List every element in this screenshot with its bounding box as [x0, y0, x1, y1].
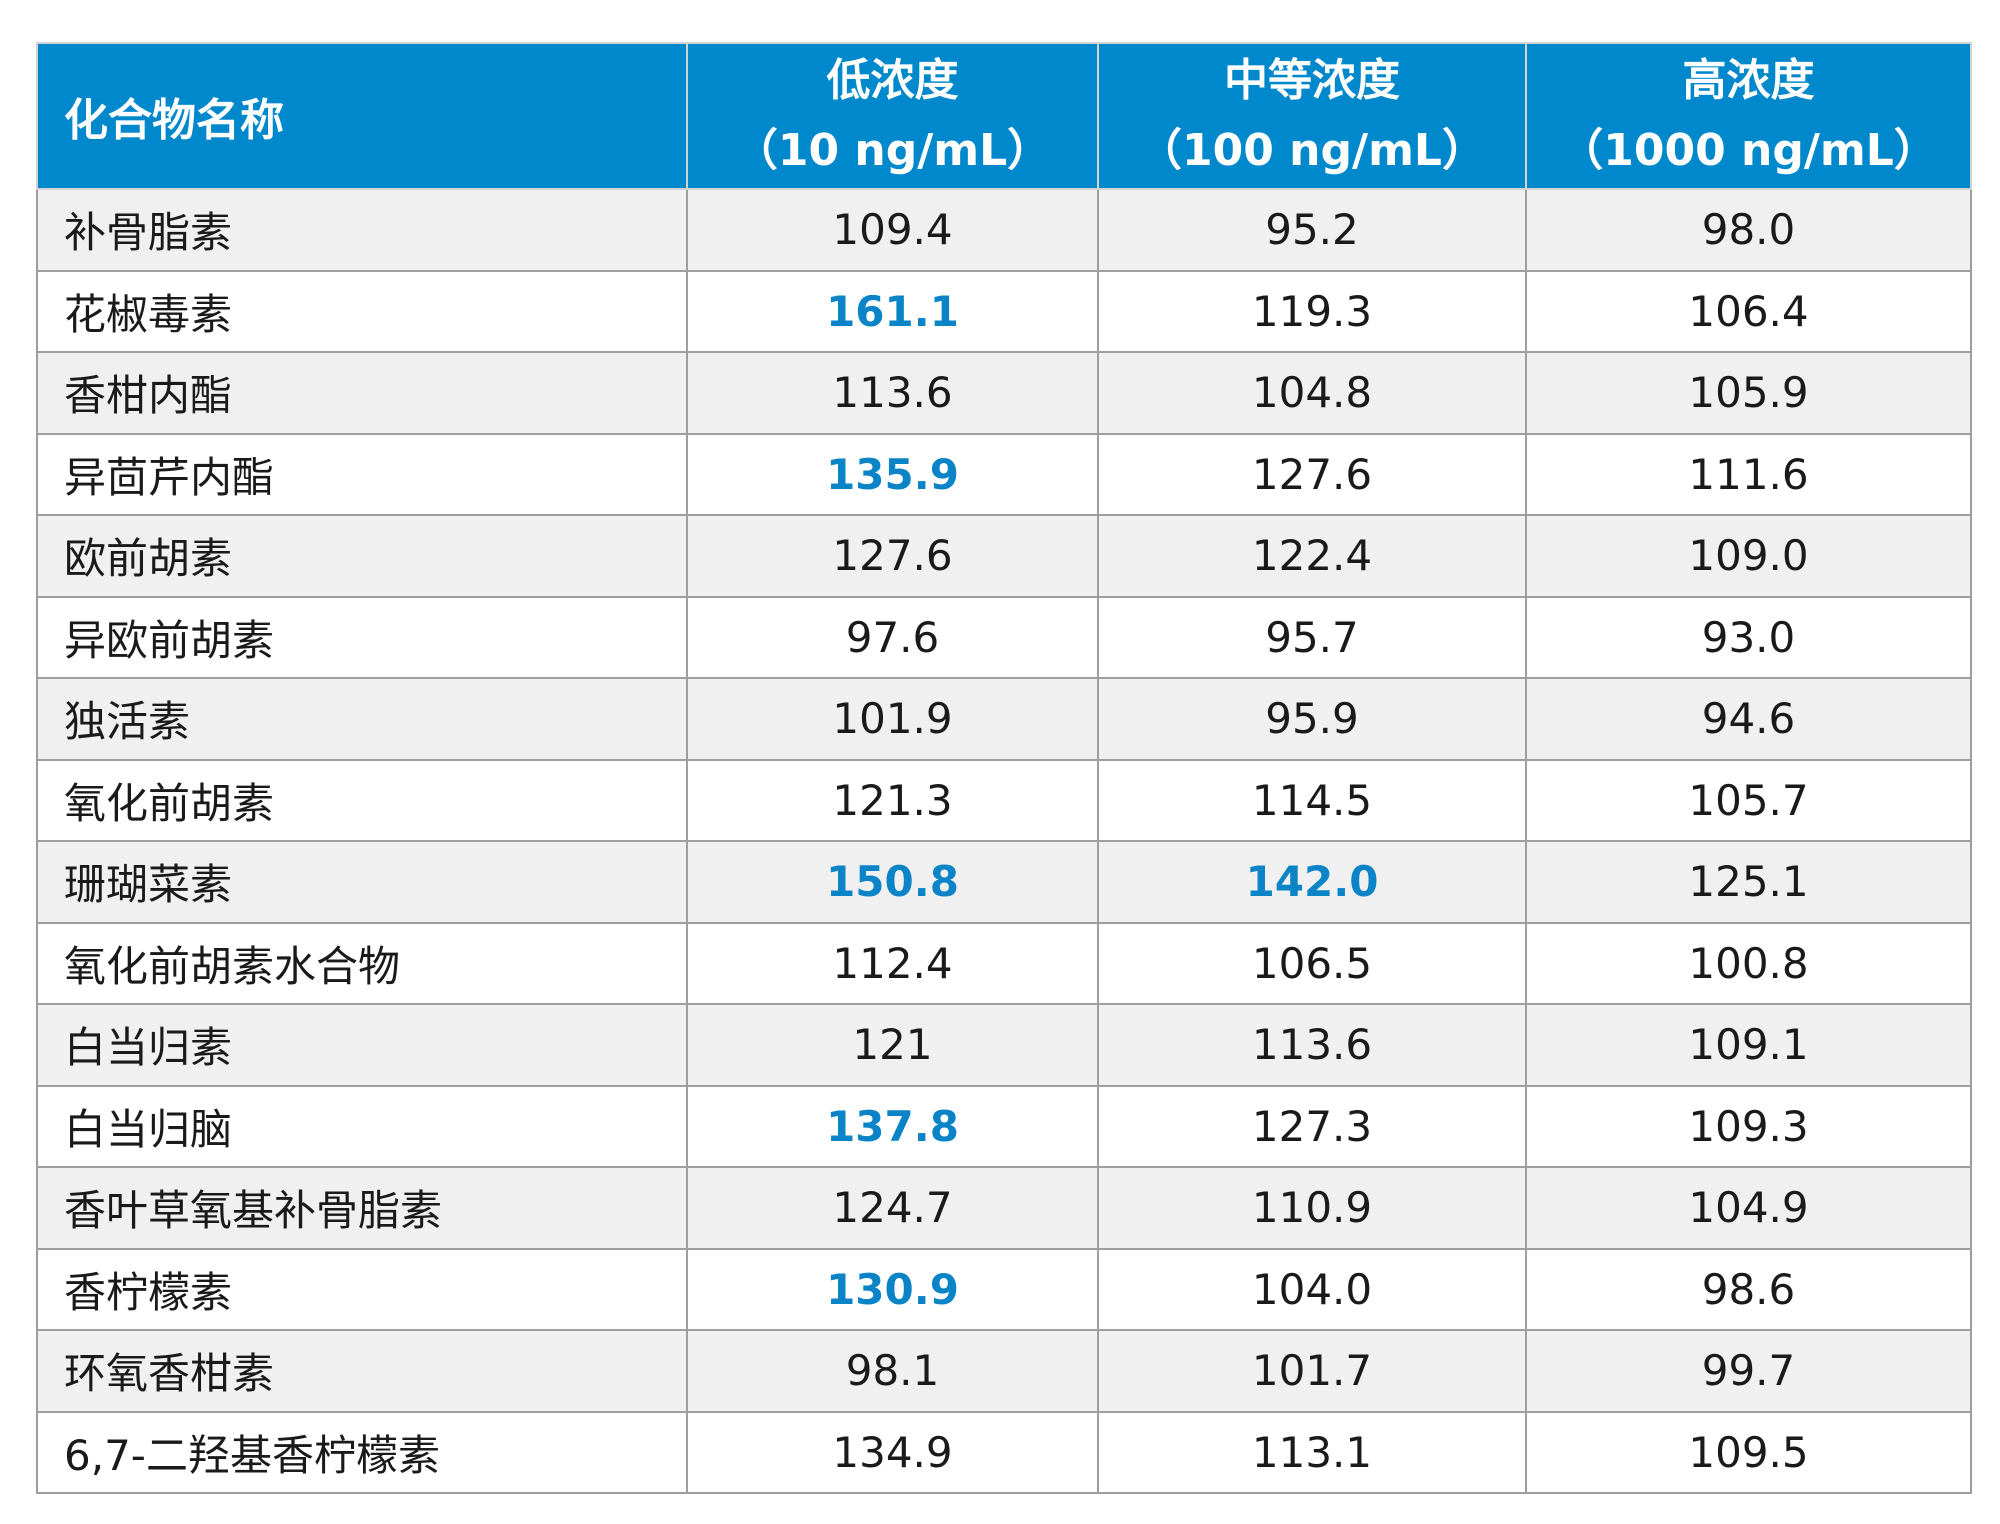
mid-concentration-value: 127.3: [1097, 1084, 1527, 1168]
table-row: 欧前胡素 127.6 122.4 109.0: [36, 514, 1972, 598]
high-concentration-value: 93.0: [1525, 595, 1972, 679]
high-concentration-value: 111.6: [1525, 432, 1972, 516]
compound-name-cell: 欧前胡素: [36, 514, 688, 598]
low-concentration-value: 135.9: [686, 432, 1099, 516]
low-concentration-value: 150.8: [686, 840, 1099, 924]
compound-name-cell: 白当归脑: [36, 1084, 688, 1168]
compound-name-cell: 香叶草氧基补骨脂素: [36, 1166, 688, 1250]
header-mid-concentration: 中等浓度 （100 ng/mL）: [1097, 42, 1527, 190]
compound-name-cell: 环氧香柑素: [36, 1329, 688, 1413]
low-concentration-value: 101.9: [686, 677, 1099, 761]
table-row: 异茴芹内酯 135.9 127.6 111.6: [36, 432, 1972, 516]
mid-concentration-value: 114.5: [1097, 758, 1527, 842]
table-row: 异欧前胡素 97.6 95.7 93.0: [36, 595, 1972, 679]
compound-name-cell: 白当归素: [36, 1003, 688, 1087]
mid-concentration-value: 122.4: [1097, 514, 1527, 598]
high-concentration-value: 106.4: [1525, 269, 1972, 353]
high-concentration-value: 105.7: [1525, 758, 1972, 842]
low-concentration-value: 137.8: [686, 1084, 1099, 1168]
low-concentration-value: 121.3: [686, 758, 1099, 842]
low-concentration-value: 97.6: [686, 595, 1099, 679]
low-concentration-value: 112.4: [686, 921, 1099, 1005]
high-concentration-value: 104.9: [1525, 1166, 1972, 1250]
high-concentration-value: 109.3: [1525, 1084, 1972, 1168]
low-concentration-value: 109.4: [686, 188, 1099, 272]
mid-concentration-value: 113.1: [1097, 1410, 1527, 1494]
low-concentration-value: 121: [686, 1003, 1099, 1087]
compound-name-cell: 香柠檬素: [36, 1247, 688, 1331]
table-row: 氧化前胡素 121.3 114.5 105.7: [36, 758, 1972, 842]
high-concentration-value: 98.0: [1525, 188, 1972, 272]
compound-name-cell: 香柑内酯: [36, 351, 688, 435]
header-mid-label: 中等浓度: [1224, 55, 1400, 106]
low-concentration-value: 124.7: [686, 1166, 1099, 1250]
table-row: 香柑内酯 113.6 104.8 105.9: [36, 351, 1972, 435]
compound-name-cell: 独活素: [36, 677, 688, 761]
low-concentration-value: 161.1: [686, 269, 1099, 353]
table-row: 花椒毒素 161.1 119.3 106.4: [36, 269, 1972, 353]
header-mid-unit: （100 ng/mL）: [1138, 125, 1486, 176]
mid-concentration-value: 95.2: [1097, 188, 1527, 272]
table-row: 白当归素 121 113.6 109.1: [36, 1003, 1972, 1087]
compound-name-cell: 6,7-二羟基香柠檬素: [36, 1410, 688, 1494]
compound-name-cell: 花椒毒素: [36, 269, 688, 353]
mid-concentration-value: 113.6: [1097, 1003, 1527, 1087]
mid-concentration-value: 95.7: [1097, 595, 1527, 679]
high-concentration-value: 109.5: [1525, 1410, 1972, 1494]
mid-concentration-value: 104.8: [1097, 351, 1527, 435]
compound-name-cell: 氧化前胡素: [36, 758, 688, 842]
high-concentration-value: 109.1: [1525, 1003, 1972, 1087]
table-header: 化合物名称 低浓度 （10 ng/mL） 中等浓度 （100 ng/mL） 高浓…: [36, 42, 1972, 190]
high-concentration-value: 109.0: [1525, 514, 1972, 598]
low-concentration-value: 113.6: [686, 351, 1099, 435]
mid-concentration-value: 119.3: [1097, 269, 1527, 353]
compound-name-cell: 珊瑚菜素: [36, 840, 688, 924]
header-compound-name: 化合物名称: [36, 42, 688, 190]
header-low-concentration: 低浓度 （10 ng/mL）: [686, 42, 1099, 190]
low-concentration-value: 130.9: [686, 1247, 1099, 1331]
header-low-unit: （10 ng/mL）: [733, 125, 1052, 176]
high-concentration-value: 94.6: [1525, 677, 1972, 761]
table-row: 香柠檬素 130.9 104.0 98.6: [36, 1247, 1972, 1331]
high-concentration-value: 100.8: [1525, 921, 1972, 1005]
high-concentration-value: 98.6: [1525, 1247, 1972, 1331]
table-row: 补骨脂素 109.4 95.2 98.0: [36, 188, 1972, 272]
compound-name-cell: 异欧前胡素: [36, 595, 688, 679]
header-row: 化合物名称 低浓度 （10 ng/mL） 中等浓度 （100 ng/mL） 高浓…: [36, 42, 1972, 190]
mid-concentration-value: 142.0: [1097, 840, 1527, 924]
low-concentration-value: 127.6: [686, 514, 1099, 598]
compound-name-cell: 补骨脂素: [36, 188, 688, 272]
compound-name-cell: 氧化前胡素水合物: [36, 921, 688, 1005]
mid-concentration-value: 95.9: [1097, 677, 1527, 761]
table-row: 氧化前胡素水合物 112.4 106.5 100.8: [36, 921, 1972, 1005]
compound-name-cell: 异茴芹内酯: [36, 432, 688, 516]
mid-concentration-value: 110.9: [1097, 1166, 1527, 1250]
recovery-table: 化合物名称 低浓度 （10 ng/mL） 中等浓度 （100 ng/mL） 高浓…: [36, 42, 1972, 1494]
high-concentration-value: 125.1: [1525, 840, 1972, 924]
table-row: 独活素 101.9 95.9 94.6: [36, 677, 1972, 761]
header-high-unit: （1000 ng/mL）: [1559, 125, 1938, 176]
high-concentration-value: 99.7: [1525, 1329, 1972, 1413]
table-body: 补骨脂素 109.4 95.2 98.0 花椒毒素 161.1 119.3 106.4 香柑内酯…: [36, 188, 1972, 1494]
header-low-label: 低浓度: [826, 55, 959, 106]
table-row: 珊瑚菜素 150.8 142.0 125.1: [36, 840, 1972, 924]
table-row: 环氧香柑素 98.1 101.7 99.7: [36, 1329, 1972, 1413]
header-high-concentration: 高浓度 （1000 ng/mL）: [1525, 42, 1972, 190]
mid-concentration-value: 104.0: [1097, 1247, 1527, 1331]
low-concentration-value: 134.9: [686, 1410, 1099, 1494]
mid-concentration-value: 127.6: [1097, 432, 1527, 516]
header-high-label: 高浓度: [1682, 55, 1815, 106]
table-row: 白当归脑 137.8 127.3 109.3: [36, 1084, 1972, 1168]
low-concentration-value: 98.1: [686, 1329, 1099, 1413]
table-row: 6,7-二羟基香柠檬素 134.9 113.1 109.5: [36, 1410, 1972, 1494]
mid-concentration-value: 101.7: [1097, 1329, 1527, 1413]
mid-concentration-value: 106.5: [1097, 921, 1527, 1005]
table-row: 香叶草氧基补骨脂素 124.7 110.9 104.9: [36, 1166, 1972, 1250]
high-concentration-value: 105.9: [1525, 351, 1972, 435]
